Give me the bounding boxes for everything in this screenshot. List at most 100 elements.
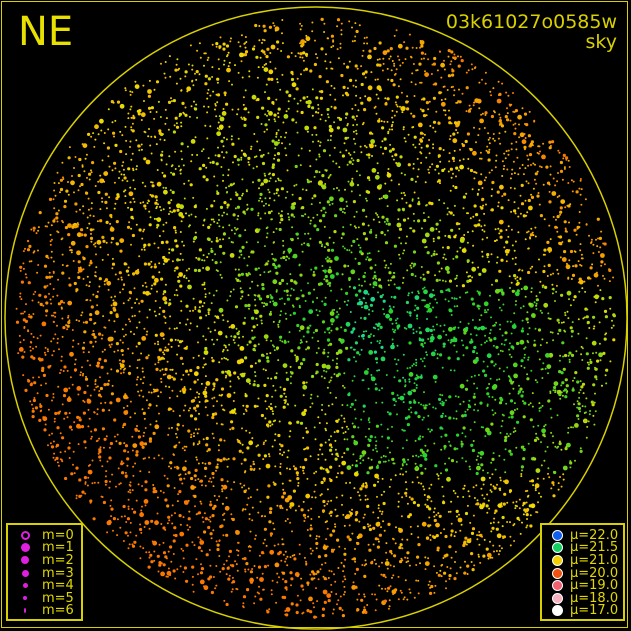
star-point [45, 254, 49, 258]
star-point [470, 63, 473, 66]
star-point [418, 326, 421, 329]
star-point [150, 287, 153, 290]
star-point [52, 350, 55, 353]
star-point [318, 422, 321, 424]
star-point [415, 467, 418, 470]
star-point [473, 326, 478, 330]
star-point [212, 294, 215, 297]
star-point [379, 284, 383, 288]
star-point [302, 317, 306, 321]
star-point [354, 417, 357, 420]
star-point [222, 319, 225, 322]
star-point [365, 482, 368, 485]
star-point [153, 265, 157, 269]
star-point [307, 291, 311, 295]
star-point [421, 136, 424, 139]
star-point [517, 215, 520, 218]
star-point [157, 246, 160, 249]
star-point [50, 314, 53, 317]
star-point [56, 426, 60, 430]
star-point [62, 394, 67, 398]
star-point [281, 495, 285, 499]
star-point [466, 573, 469, 575]
star-point [272, 522, 275, 525]
star-point [535, 304, 538, 307]
star-point [516, 279, 519, 282]
star-point [328, 257, 331, 260]
star-point [436, 69, 439, 72]
star-point [275, 188, 279, 192]
star-point [475, 484, 478, 487]
star-point [581, 405, 584, 408]
star-point [577, 402, 581, 406]
star-point [25, 276, 28, 279]
star-point [583, 280, 586, 283]
star-point [451, 339, 455, 343]
star-point [397, 575, 400, 578]
star-point [406, 311, 409, 313]
star-point [44, 423, 47, 426]
star-point [81, 374, 84, 377]
star-point [364, 435, 367, 438]
star-point [453, 535, 456, 538]
star-point [167, 201, 171, 205]
star-point [215, 42, 219, 46]
star-point [259, 500, 262, 503]
star-point [277, 543, 280, 546]
star-point [488, 395, 491, 398]
star-point [540, 166, 543, 169]
star-point [223, 512, 226, 515]
star-point [348, 538, 352, 542]
star-point [378, 460, 382, 464]
star-point [138, 394, 141, 397]
star-point [335, 362, 338, 365]
star-point [480, 463, 484, 467]
star-point [513, 409, 516, 411]
star-point [427, 338, 430, 340]
star-point [330, 591, 333, 593]
star-point [283, 302, 286, 305]
star-point [536, 194, 540, 198]
star-point [156, 554, 160, 558]
star-point [417, 401, 420, 404]
star-point [425, 351, 428, 354]
star-point [334, 508, 337, 511]
star-point [255, 155, 258, 158]
star-point [293, 184, 296, 187]
star-point [525, 526, 528, 529]
star-point [309, 573, 312, 576]
star-point [424, 232, 430, 238]
star-point [61, 161, 64, 164]
star-point [253, 344, 257, 348]
star-point [259, 597, 263, 601]
star-point [221, 567, 225, 571]
star-point [170, 165, 173, 168]
star-point [223, 357, 226, 359]
star-point [437, 334, 442, 340]
star-point [503, 152, 506, 155]
star-point [463, 571, 467, 575]
star-point [143, 204, 147, 208]
star-point [423, 406, 427, 410]
star-point [455, 460, 458, 463]
star-point [394, 474, 397, 477]
star-point [75, 319, 78, 322]
star-point [537, 501, 539, 504]
star-point [378, 369, 381, 372]
star-point [183, 445, 186, 448]
star-point [378, 565, 381, 568]
star-point [561, 394, 564, 397]
star-point [116, 194, 120, 199]
star-point [393, 376, 396, 379]
star-point [145, 285, 148, 288]
star-point [309, 397, 312, 400]
star-point [199, 479, 203, 483]
star-point [552, 272, 555, 275]
star-point [461, 432, 464, 435]
star-point [451, 297, 454, 299]
star-point [348, 160, 352, 164]
star-point [293, 97, 296, 100]
star-point [158, 131, 162, 135]
star-point [560, 371, 564, 375]
star-point [129, 186, 132, 189]
